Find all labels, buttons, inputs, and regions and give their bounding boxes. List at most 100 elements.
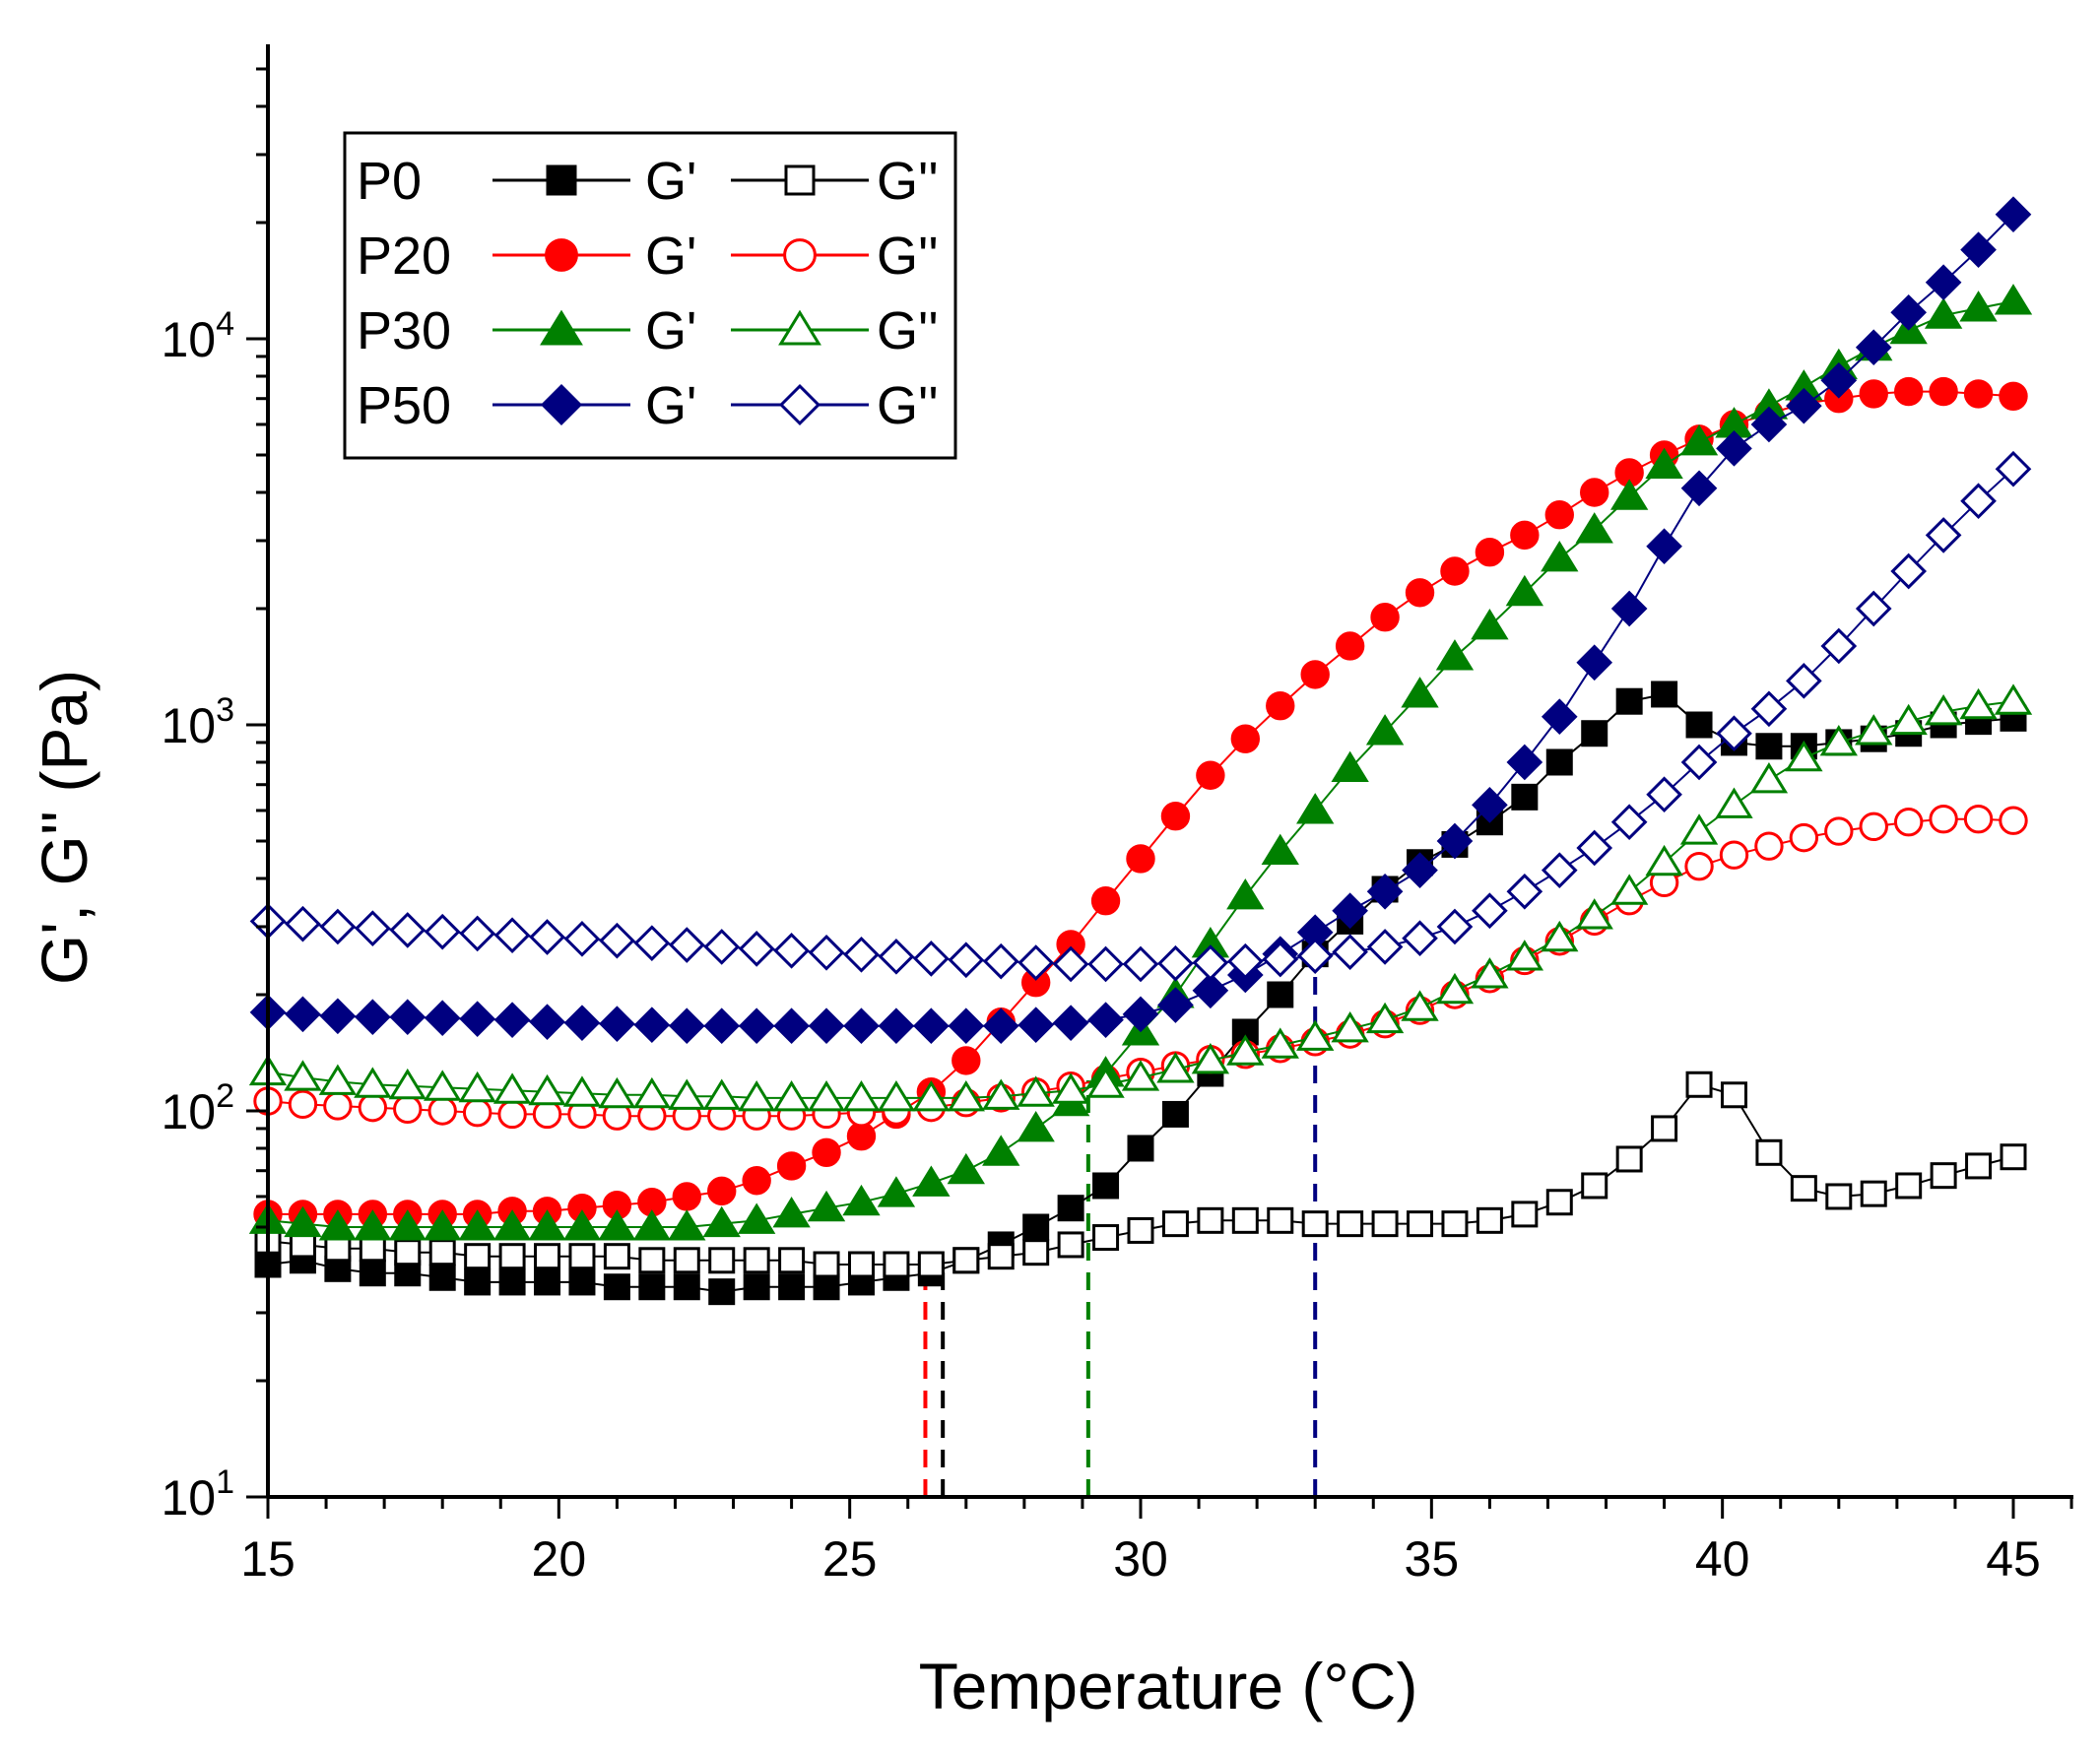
data-point	[1226, 878, 1265, 910]
data-point	[1749, 762, 1789, 794]
data-point	[948, 1007, 985, 1045]
data-point	[1609, 874, 1649, 905]
data-point	[883, 1251, 910, 1278]
data-point	[1436, 908, 1474, 945]
data-point	[1402, 920, 1438, 957]
data-point	[388, 1209, 427, 1241]
data-point	[1541, 852, 1578, 889]
data-point	[846, 1121, 877, 1151]
data-point	[707, 1176, 737, 1206]
data-point	[1197, 1206, 1224, 1234]
data-point	[323, 1091, 353, 1121]
data-point	[498, 1268, 526, 1296]
data-point	[394, 1239, 422, 1266]
data-point	[633, 1006, 671, 1044]
legend-sample-label: P0	[357, 152, 422, 211]
data-point	[1999, 806, 2028, 835]
data-point	[318, 1064, 358, 1095]
series-p0-loss	[254, 1071, 2027, 1278]
data-point	[1337, 1210, 1364, 1238]
legend-storage-label: G'	[645, 152, 696, 211]
data-point	[285, 905, 321, 942]
data-point	[1122, 996, 1159, 1033]
data-point	[1407, 1210, 1434, 1238]
data-point	[673, 1247, 700, 1274]
data-point	[603, 1273, 630, 1301]
data-point	[1231, 1206, 1259, 1234]
data-point	[738, 931, 775, 967]
data-point	[389, 912, 427, 948]
data-point	[497, 1099, 527, 1130]
data-point	[1017, 1006, 1055, 1044]
data-point	[1017, 944, 1055, 981]
data-point	[743, 1247, 770, 1274]
data-point	[1959, 291, 1998, 322]
legend: P0 G' G'' P20 G' G'' P30 G' G'' P50 G' G''	[343, 131, 957, 460]
data-point	[1435, 639, 1475, 671]
data-point	[1331, 750, 1369, 782]
data-point	[1581, 1172, 1608, 1200]
data-point	[1684, 851, 1714, 881]
data-point	[1790, 1175, 1817, 1202]
data-point	[1995, 196, 2032, 233]
legend-marker-storage	[546, 164, 577, 196]
data-point	[917, 1251, 945, 1278]
data-point	[492, 1209, 532, 1241]
data-point	[1680, 744, 1718, 781]
data-point	[1266, 691, 1295, 721]
data-point	[459, 1001, 495, 1038]
data-point	[1825, 1183, 1853, 1210]
data-point	[1127, 1216, 1154, 1244]
data-point	[702, 1205, 741, 1238]
data-point	[1685, 711, 1713, 739]
data-point	[1855, 590, 1892, 627]
data-point	[1576, 644, 1613, 682]
data-point	[1545, 1189, 1573, 1216]
x-tick-label: 15	[240, 1531, 295, 1587]
data-point	[318, 1209, 358, 1241]
data-point	[1471, 609, 1509, 640]
data-point	[843, 936, 880, 973]
data-point	[598, 1209, 636, 1241]
data-point	[1930, 1162, 1957, 1190]
legend-marker-storage	[540, 383, 583, 426]
data-point	[1505, 940, 1544, 971]
data-point	[948, 941, 985, 979]
data-point	[1754, 831, 1784, 861]
data-point	[1510, 520, 1540, 551]
data-point	[1889, 703, 1928, 736]
data-point	[847, 1251, 875, 1278]
data-point	[1685, 1071, 1713, 1098]
data-point	[1086, 1067, 1125, 1098]
data-point	[737, 1080, 776, 1112]
data-point	[1785, 740, 1823, 772]
data-point	[772, 1197, 811, 1228]
data-point	[1575, 898, 1613, 930]
data-point	[319, 998, 357, 1035]
data-point	[1819, 725, 1858, 756]
data-point	[1893, 808, 1924, 837]
data-point	[562, 1209, 602, 1241]
data-point	[1192, 972, 1229, 1009]
data-point	[1296, 793, 1335, 824]
data-point	[529, 1004, 565, 1040]
legend-row-p30: P30 G' G''	[357, 301, 939, 360]
data-point	[1402, 852, 1438, 889]
data-point	[1440, 556, 1470, 586]
data-point	[603, 1243, 630, 1270]
data-point	[458, 1071, 496, 1103]
data-point	[464, 1243, 492, 1270]
data-point	[1057, 1195, 1084, 1222]
data-point	[1506, 744, 1543, 781]
data-point	[1750, 690, 1788, 728]
legend-loss-label: G''	[877, 301, 939, 360]
data-point	[1719, 840, 1749, 870]
data-point	[388, 1068, 427, 1100]
data-point	[1860, 1180, 1887, 1207]
data-point	[288, 1089, 318, 1120]
data-point	[1680, 470, 1718, 507]
data-point	[1855, 714, 1893, 746]
data-point	[493, 1002, 531, 1038]
data-point	[952, 1046, 981, 1075]
